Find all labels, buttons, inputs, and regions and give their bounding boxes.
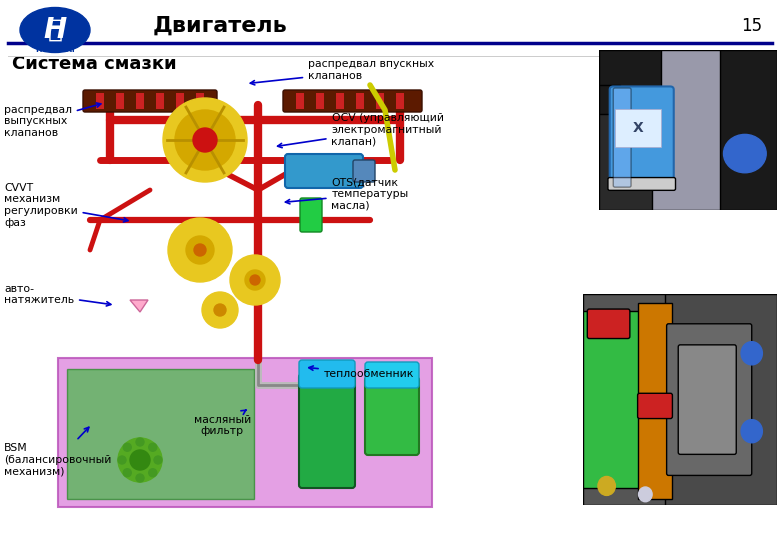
Circle shape [149,443,157,451]
Circle shape [724,134,766,173]
Polygon shape [130,300,148,312]
Text: теплообменник: теплообменник [309,366,414,379]
FancyBboxPatch shape [356,93,364,109]
FancyBboxPatch shape [316,93,324,109]
FancyBboxPatch shape [83,90,217,112]
Circle shape [202,292,238,328]
FancyBboxPatch shape [613,88,631,187]
Text: 15: 15 [741,17,762,35]
FancyBboxPatch shape [336,93,344,109]
Text: HYUNDAI: HYUNDAI [35,44,75,53]
FancyBboxPatch shape [353,160,375,182]
Circle shape [154,456,162,464]
FancyBboxPatch shape [296,93,304,109]
FancyBboxPatch shape [679,345,736,454]
FancyBboxPatch shape [608,178,675,190]
FancyBboxPatch shape [58,358,432,507]
FancyBboxPatch shape [599,85,620,113]
Text: H: H [44,16,66,44]
FancyBboxPatch shape [283,90,422,112]
FancyBboxPatch shape [365,362,419,388]
Text: Система смазки: Система смазки [12,55,176,73]
FancyBboxPatch shape [365,377,419,455]
Circle shape [118,438,162,482]
Circle shape [118,456,126,464]
FancyBboxPatch shape [376,93,384,109]
FancyBboxPatch shape [637,303,672,498]
FancyBboxPatch shape [300,198,322,232]
FancyBboxPatch shape [116,93,124,109]
FancyBboxPatch shape [156,93,164,109]
Ellipse shape [20,8,90,52]
Circle shape [741,420,762,443]
Text: распредвал впускных
клапанов: распредвал впускных клапанов [250,59,434,85]
FancyBboxPatch shape [583,294,777,505]
Circle shape [194,244,206,256]
FancyBboxPatch shape [96,93,104,109]
Circle shape [741,342,762,365]
Circle shape [175,110,235,170]
FancyBboxPatch shape [176,93,184,109]
FancyBboxPatch shape [599,50,661,90]
Circle shape [130,450,150,470]
Circle shape [250,275,260,285]
FancyBboxPatch shape [196,93,204,109]
Circle shape [168,218,232,282]
Circle shape [163,98,247,182]
Circle shape [136,474,144,482]
Text: OCV (управляющий
электромагнитный
клапан): OCV (управляющий электромагнитный клапан… [278,113,444,147]
Circle shape [214,304,226,316]
FancyBboxPatch shape [285,154,363,188]
Circle shape [123,469,131,477]
Text: Ⓗ: Ⓗ [48,18,62,42]
FancyBboxPatch shape [587,309,630,339]
Circle shape [639,487,652,502]
FancyBboxPatch shape [136,93,144,109]
FancyBboxPatch shape [599,50,777,210]
Text: распредвал
выпускных
клапанов: распредвал выпускных клапанов [4,103,101,138]
FancyBboxPatch shape [583,311,645,488]
FancyBboxPatch shape [615,109,661,147]
Text: масляный
фильтр: масляный фильтр [193,410,251,436]
Text: Двигатель: Двигатель [153,16,287,36]
Text: BSM
(балансировочный
механизм): BSM (балансировочный механизм) [4,427,112,477]
FancyBboxPatch shape [665,294,777,505]
Text: CVVT
механизм
регулировки
фаз: CVVT механизм регулировки фаз [4,183,128,227]
FancyBboxPatch shape [396,93,404,109]
Circle shape [136,438,144,446]
FancyBboxPatch shape [720,50,777,210]
FancyBboxPatch shape [652,50,777,210]
FancyBboxPatch shape [67,369,254,499]
FancyBboxPatch shape [637,393,672,418]
FancyBboxPatch shape [610,86,674,189]
Circle shape [598,476,615,495]
Text: OTS(датчик
температуры
масла): OTS(датчик температуры масла) [285,178,409,211]
FancyBboxPatch shape [299,360,355,388]
FancyBboxPatch shape [667,324,752,475]
Circle shape [230,255,280,305]
Circle shape [186,236,214,264]
Circle shape [149,469,157,477]
Circle shape [123,443,131,451]
Text: авто-
натяжитель: авто- натяжитель [4,284,111,306]
Circle shape [245,270,265,290]
FancyBboxPatch shape [299,374,355,488]
Text: X: X [633,121,644,135]
Circle shape [193,128,217,152]
